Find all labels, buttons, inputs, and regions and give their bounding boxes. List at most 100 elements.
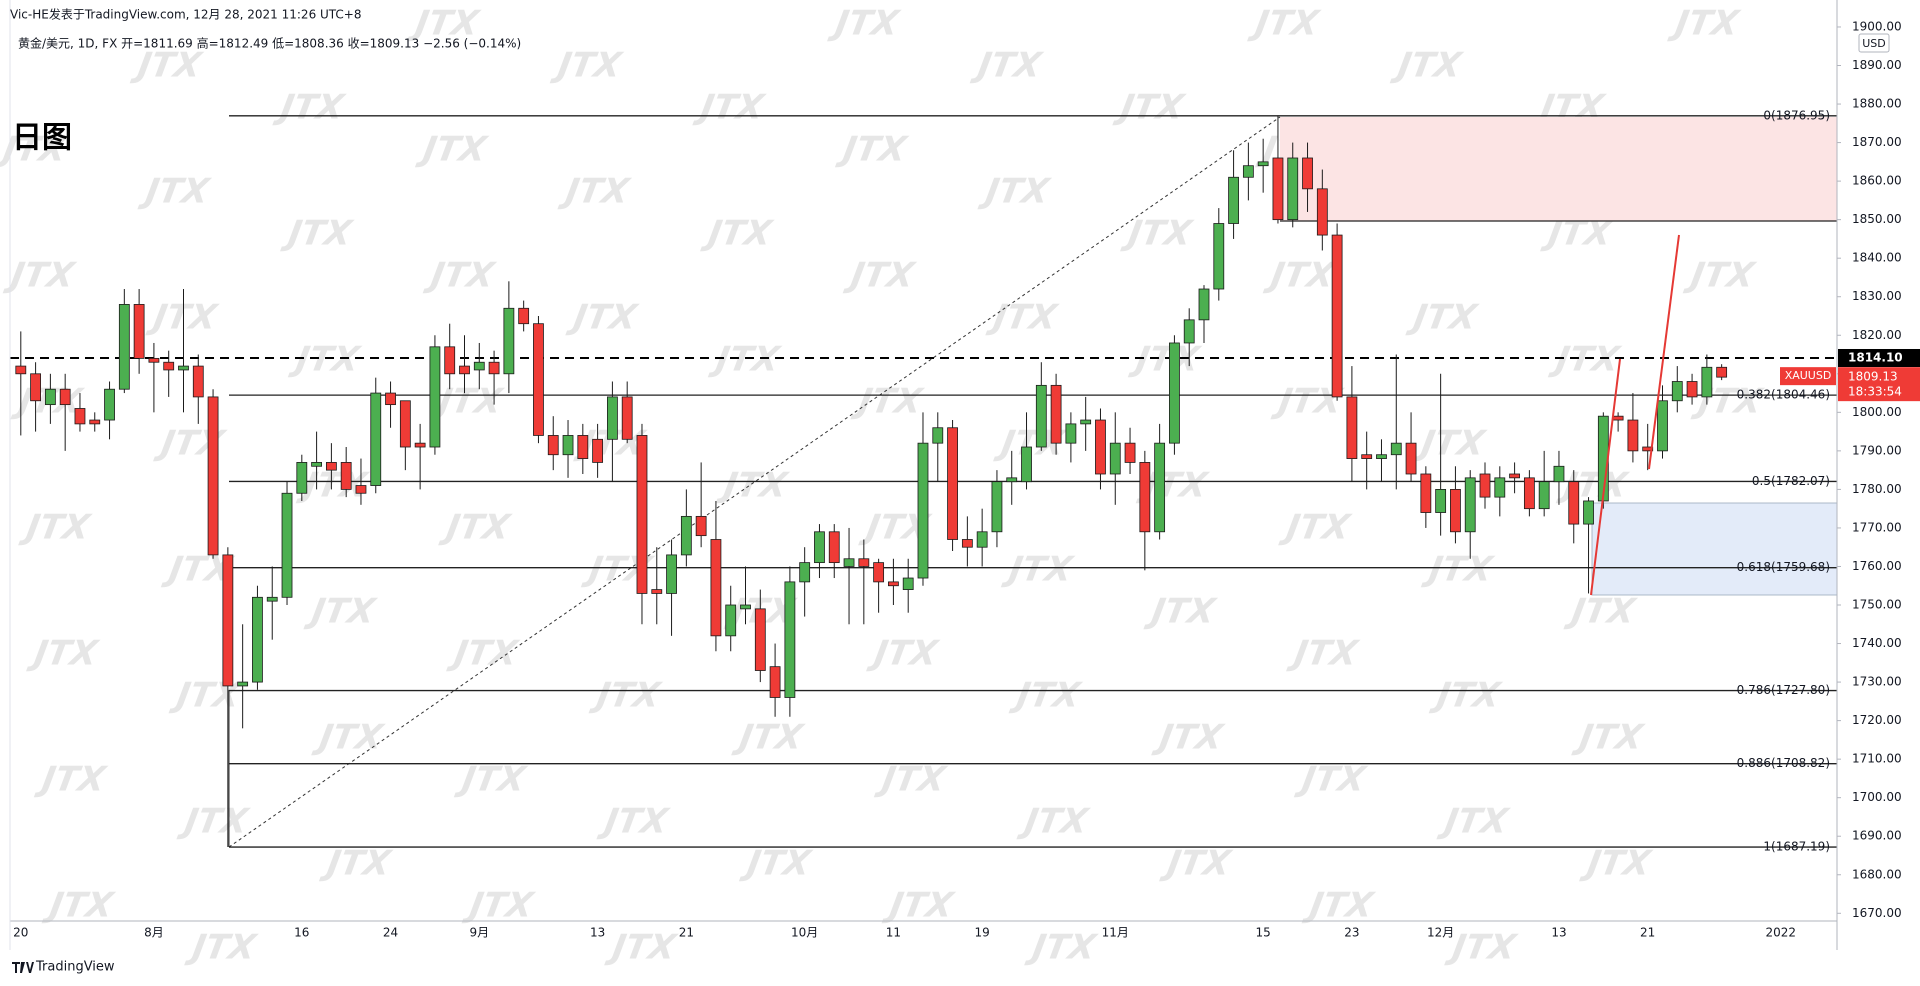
candle-body <box>370 392 382 486</box>
y-tick-label: 1670.00 <box>1852 906 1902 920</box>
candle-body <box>636 435 648 594</box>
y-tick-label: 1690.00 <box>1852 829 1902 843</box>
watermark: JTX <box>406 4 483 44</box>
x-tick-label: 11 <box>886 926 901 940</box>
candle-body <box>148 357 160 363</box>
candle-body <box>473 361 485 371</box>
candle-body <box>873 562 885 583</box>
candle-body <box>1213 223 1225 290</box>
y-tick-label: 1770.00 <box>1852 520 1902 534</box>
byline: Vic-HE发表于TradingView.com, 12月 28, 2021 1… <box>10 7 362 22</box>
y-tick-label: 1800.00 <box>1852 405 1902 419</box>
watermark: JTX <box>145 298 222 338</box>
watermark: JTX <box>0 130 71 170</box>
candle-body <box>414 442 426 448</box>
watermark: JTX <box>850 382 927 422</box>
candle-body <box>15 365 27 375</box>
candle-body <box>1198 288 1210 321</box>
y-tick-label: 1760.00 <box>1852 559 1902 573</box>
watermark: JTX <box>1555 466 1632 506</box>
y-tick-label: 1750.00 <box>1852 598 1902 612</box>
candle-body <box>118 304 130 390</box>
watermark: JTX <box>311 718 388 758</box>
candle-body <box>577 435 589 459</box>
watermark: JTX <box>881 886 958 926</box>
watermark: JTX <box>25 634 102 674</box>
current-price-box <box>1838 367 1920 402</box>
watermark: JTX <box>1578 844 1655 884</box>
watermark: JTX <box>1563 592 1640 632</box>
candle-body <box>518 307 530 325</box>
fib-label: 0.786(1727.80) <box>1737 683 1830 697</box>
watermark: JTX <box>1008 676 1085 716</box>
watermark: JTX <box>1246 4 1323 44</box>
candle-body <box>1346 396 1358 459</box>
x-tick-label: 8月 <box>144 926 164 940</box>
candle-body <box>1242 165 1254 178</box>
candle-body <box>888 581 899 587</box>
candle-body <box>44 388 56 406</box>
x-tick-label: 23 <box>1344 926 1359 940</box>
watermark: JTX <box>873 760 950 800</box>
candle-body <box>1109 442 1121 475</box>
y-tick-label: 1720.00 <box>1852 713 1902 727</box>
watermark: JTX <box>565 298 642 338</box>
candle-body <box>1494 477 1506 498</box>
x-tick-label: 20 <box>13 926 28 940</box>
candle-body <box>814 531 825 564</box>
candle-body <box>1154 442 1166 533</box>
y-tick-label: 1880.00 <box>1852 97 1902 111</box>
watermark: JTX <box>176 802 253 842</box>
watermark: JTX <box>699 214 776 254</box>
candle-body <box>1183 319 1195 344</box>
y-tick-label: 1860.00 <box>1852 174 1902 188</box>
y-tick-label: 1830.00 <box>1852 289 1902 303</box>
watermark: JTX <box>272 88 349 128</box>
candle-body <box>1287 157 1299 221</box>
watermark: JTX <box>596 802 673 842</box>
candle-body <box>740 604 751 610</box>
price-line-box <box>1838 348 1920 367</box>
watermark: JTX <box>826 4 903 44</box>
watermark: JTX <box>1682 256 1759 296</box>
watermark: JTX <box>1293 760 1370 800</box>
candle-body <box>1376 454 1387 459</box>
candle-body <box>1390 442 1402 456</box>
y-tick-label: 1870.00 <box>1852 135 1902 149</box>
symbol-line: 黄金/美元, 1D, FX 开=1811.69 高=1812.49 低=1808… <box>18 36 521 51</box>
watermark: JTX <box>1119 214 1196 254</box>
watermark: JTX <box>1301 886 1378 926</box>
candle-body <box>1080 419 1092 425</box>
candle-body <box>562 435 574 456</box>
candle-body <box>133 304 145 359</box>
candle-body <box>281 492 293 598</box>
y-tick-label: 1890.00 <box>1852 58 1902 72</box>
candle-body <box>902 577 914 590</box>
x-tick-label: 21 <box>1640 926 1655 940</box>
candle-body <box>1509 473 1520 479</box>
candle-body <box>858 558 870 567</box>
demand-zone <box>1591 502 1838 596</box>
watermark: JTX <box>1158 844 1235 884</box>
watermark: JTX <box>453 760 530 800</box>
watermark: JTX <box>969 46 1046 86</box>
watermark: JTX <box>18 508 95 548</box>
supply-zone <box>1280 117 1837 221</box>
candle-body <box>1405 442 1417 475</box>
candle-body <box>266 596 278 602</box>
price-line-label: 1814.10 <box>1848 350 1903 364</box>
symbol-box <box>1780 367 1836 386</box>
candle-body <box>1021 446 1032 483</box>
watermark: JTX <box>438 508 515 548</box>
candle-body <box>1671 381 1683 402</box>
watermark: JTX <box>1143 592 1220 632</box>
watermark: JTX <box>865 634 942 674</box>
watermark: JTX <box>318 844 395 884</box>
candle-body <box>252 596 263 683</box>
watermark: JTX <box>430 382 507 422</box>
watermark: JTX <box>183 928 260 968</box>
trend-stroke <box>1648 234 1680 470</box>
candle-body <box>1583 500 1594 525</box>
candle-body <box>355 485 367 494</box>
watermark: JTX <box>603 928 680 968</box>
